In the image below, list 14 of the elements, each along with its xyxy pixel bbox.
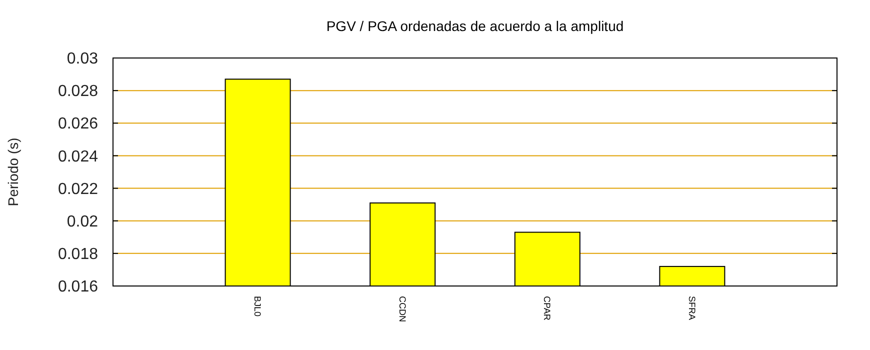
- chart-title: PGV / PGA ordenadas de acuerdo a la amplitud: [326, 18, 624, 34]
- x-tick-label: CPAR: [542, 296, 552, 321]
- y-tick-label: 0.02: [66, 213, 98, 230]
- x-tick-label: CCDN: [397, 296, 408, 322]
- y-tick-label: 0.016: [58, 278, 98, 296]
- x-tick-label: SFRA: [687, 296, 698, 320]
- y-tick-label: 0.018: [58, 246, 98, 264]
- x-tick-label: BJL0: [252, 296, 263, 317]
- y-tick-label: 0.022: [58, 180, 98, 198]
- y-tick-label: 0.026: [58, 116, 98, 133]
- y-axis-title: Periodo (s): [5, 138, 21, 206]
- y-tick-label: 0.024: [58, 148, 98, 166]
- y-tick-label: 0.028: [58, 83, 98, 100]
- y-tick-label: 0.03: [66, 50, 98, 68]
